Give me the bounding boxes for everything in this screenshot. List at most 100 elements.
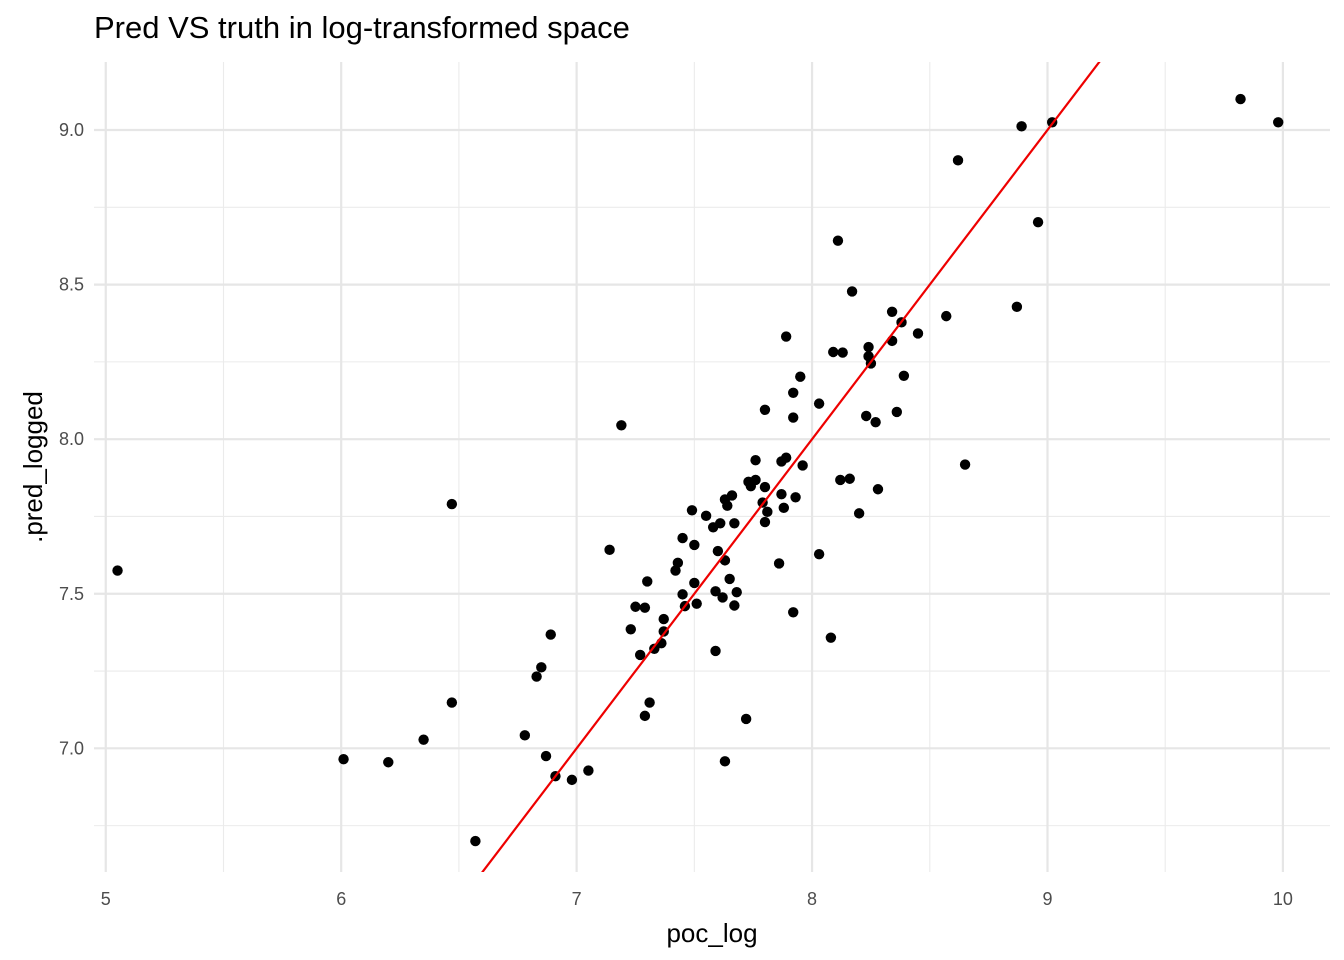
data-point xyxy=(639,710,651,722)
data-point xyxy=(750,454,761,466)
data-point xyxy=(630,601,641,612)
data-point xyxy=(722,500,733,511)
data-point xyxy=(740,713,752,725)
data-point xyxy=(446,697,458,708)
data-point xyxy=(790,492,801,503)
data-point xyxy=(715,518,726,529)
data-point xyxy=(1273,117,1284,128)
data-point xyxy=(689,577,700,589)
y-tick-label: 7.0 xyxy=(59,738,84,758)
data-point xyxy=(788,607,799,618)
data-point xyxy=(418,734,429,745)
data-point xyxy=(616,420,627,431)
data-point xyxy=(886,306,898,318)
data-point xyxy=(759,481,771,493)
data-point xyxy=(797,460,808,471)
data-point xyxy=(519,730,531,741)
data-point xyxy=(837,347,848,358)
data-point xyxy=(634,649,646,661)
data-point xyxy=(846,286,858,297)
data-point xyxy=(545,629,556,640)
data-point xyxy=(813,398,825,409)
data-point xyxy=(788,412,799,423)
data-point xyxy=(717,592,728,603)
data-point xyxy=(338,753,349,765)
grid-minor-lines xyxy=(94,62,1330,872)
data-point xyxy=(828,346,839,358)
data-point xyxy=(941,310,952,322)
data-point xyxy=(672,557,684,569)
data-point xyxy=(729,600,740,611)
data-point xyxy=(853,508,865,519)
y-tick-label: 8.5 xyxy=(59,275,84,295)
data-point xyxy=(540,750,552,762)
data-point xyxy=(691,598,702,609)
data-point xyxy=(383,757,394,768)
data-point xyxy=(863,341,874,353)
y-tick-label: 7.5 xyxy=(59,584,84,604)
chart-title: Pred VS truth in log-transformed space xyxy=(94,10,630,45)
data-point xyxy=(583,765,594,776)
data-point xyxy=(778,502,790,514)
data-point xyxy=(825,632,837,643)
data-point xyxy=(780,331,792,342)
data-point xyxy=(677,589,688,600)
data-point xyxy=(112,565,123,576)
data-point xyxy=(870,416,881,428)
data-point xyxy=(776,489,787,500)
data-point xyxy=(795,371,806,382)
data-point xyxy=(729,518,740,529)
data-point xyxy=(719,756,731,767)
data-point xyxy=(731,587,742,598)
x-axis-title: poc_log xyxy=(666,918,757,948)
data-point xyxy=(844,473,855,484)
data-point xyxy=(750,474,761,486)
data-point xyxy=(642,576,653,587)
y-tick-label: 9.0 xyxy=(59,120,84,140)
y-tick-label: 8.0 xyxy=(59,429,84,449)
data-point xyxy=(832,235,844,246)
data-point xyxy=(625,624,636,635)
data-point xyxy=(686,505,698,516)
data-point xyxy=(724,573,735,585)
grid-major-lines xyxy=(94,62,1330,872)
data-point xyxy=(658,613,669,625)
x-tick-label: 6 xyxy=(336,889,346,909)
x-axis-ticks: 5 6 7 8 9 10 xyxy=(101,889,1293,909)
data-point xyxy=(773,558,785,569)
y-axis-title: .pred_logged xyxy=(18,391,48,543)
data-point xyxy=(470,835,481,847)
data-point xyxy=(959,459,971,470)
data-point xyxy=(689,539,700,551)
data-point xyxy=(604,544,615,556)
data-point xyxy=(780,452,792,463)
x-tick-label: 8 xyxy=(807,889,817,909)
reference-line-group xyxy=(481,62,1101,872)
data-point xyxy=(952,155,964,166)
data-point xyxy=(1016,121,1027,132)
data-point xyxy=(710,645,721,657)
reference-line xyxy=(481,62,1101,872)
data-point xyxy=(1235,93,1246,105)
x-tick-label: 9 xyxy=(1042,889,1052,909)
data-point xyxy=(762,506,773,518)
data-point xyxy=(1032,216,1044,228)
data-point xyxy=(677,532,688,544)
data-point xyxy=(788,387,799,399)
data-point xyxy=(912,328,924,339)
data-point xyxy=(536,662,547,673)
data-point xyxy=(446,498,458,510)
data-point xyxy=(759,516,771,528)
x-tick-label: 5 xyxy=(101,889,111,909)
y-axis-ticks: 7.0 7.5 8.0 8.5 9.0 xyxy=(59,120,84,758)
data-point xyxy=(898,370,910,381)
x-tick-label: 7 xyxy=(572,889,582,909)
data-point xyxy=(639,602,651,613)
data-point xyxy=(759,404,771,416)
data-point xyxy=(700,510,712,522)
data-point xyxy=(531,671,542,682)
data-point xyxy=(726,490,738,501)
data-point xyxy=(872,484,884,495)
data-point xyxy=(861,410,872,422)
data-point xyxy=(835,474,846,486)
